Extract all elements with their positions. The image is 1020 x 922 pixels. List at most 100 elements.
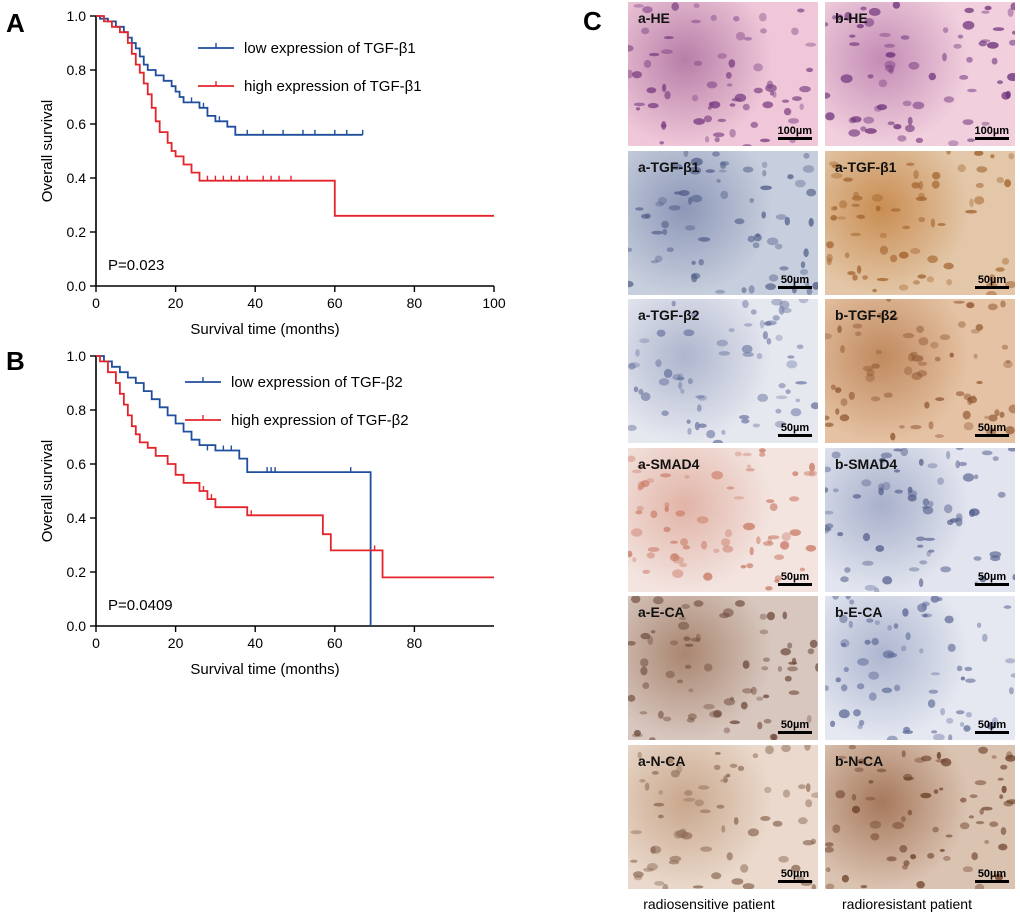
scale-bar: 50µm (778, 274, 812, 289)
scale-bar-label: 50µm (780, 868, 810, 880)
x-tick-label: 80 (407, 635, 423, 651)
ihc-tile-label: a-TGF-β1 (638, 159, 700, 175)
y-axis-label: Overall survival (39, 100, 56, 203)
scale-bar-label: 50µm (780, 571, 810, 583)
caption-radiosensitive: radiosensitive patient (643, 896, 775, 912)
scale-bar-line (975, 880, 1009, 883)
scale-bar-line (778, 583, 812, 586)
scale-bar-line (975, 434, 1009, 437)
y-tick-label: 0.2 (67, 224, 87, 240)
scale-bar-line (975, 731, 1009, 734)
y-tick-label: 1.0 (67, 8, 87, 24)
ihc-tile: a-SMAD4 50µm (628, 448, 818, 592)
scale-bar: 50µm (975, 868, 1009, 883)
ihc-tile: a-TGF-β1 50µm (825, 151, 1015, 295)
y-tick-label: 1.0 (67, 348, 87, 364)
legend-entry: low expression of TGF-β1 (244, 40, 416, 57)
km-curve-series-2 (96, 15, 494, 217)
scale-bar: 50µm (975, 422, 1009, 437)
ihc-tile: a-TGF-β1 50µm (628, 151, 818, 295)
y-tick-label: 0.8 (67, 402, 87, 418)
scale-bar: 50µm (975, 571, 1009, 586)
scale-bar-line (778, 434, 812, 437)
tissue-texture (825, 448, 1015, 592)
x-tick-label: 0 (92, 295, 100, 311)
ihc-tile-label: a-N-CA (638, 753, 686, 769)
y-tick-label: 0.0 (67, 278, 87, 294)
y-tick-label: 0.4 (67, 510, 87, 526)
ihc-tile-label: a-TGF-β1 (835, 159, 897, 175)
legend-entry: low expression of TGF-β2 (231, 374, 403, 391)
survival-chart-a: 0.0 0.2 0.4 0.6 0.8 1.0 0 20 40 60 80 100 Survival t… (39, 8, 506, 338)
ihc-tile: b-N-CA 50µm (825, 745, 1015, 889)
tissue-texture (628, 2, 817, 146)
survival-chart-b: 0.0 0.2 0.4 0.6 0.8 1.0 0 20 40 60 80 Survival time… (39, 348, 494, 678)
ihc-tile: a-TGF-β2 50µm (628, 299, 818, 443)
scale-bar-line (975, 583, 1009, 586)
y-tick-label: 0.8 (67, 62, 87, 78)
scale-bar: 50µm (778, 719, 812, 734)
ihc-tile-label: a-TGF-β2 (638, 307, 700, 323)
scale-bar-line (974, 137, 1009, 140)
scale-bar: 50µm (778, 571, 812, 586)
scale-bar: 100µm (975, 125, 1009, 140)
tissue-texture (825, 745, 1015, 889)
ihc-tile-label: a-HE (638, 10, 670, 26)
y-axis-label: Overall survival (39, 440, 56, 543)
scale-bar-line (778, 880, 812, 883)
ihc-tile-label: a-SMAD4 (638, 456, 700, 472)
legend-entry: high expression of TGF-β2 (231, 412, 409, 429)
ihc-tile-label: b-SMAD4 (835, 456, 898, 472)
x-tick-label: 40 (247, 295, 263, 311)
ihc-tile-label: b-TGF-β2 (835, 307, 898, 323)
km-curve-series-1 (96, 15, 363, 136)
tissue-texture (630, 745, 818, 889)
tissue-texture (825, 2, 1015, 146)
scale-bar: 100µm (778, 125, 812, 140)
ihc-tile: a-E-CA 50µm (628, 596, 818, 740)
x-tick-label: 20 (168, 295, 184, 311)
scale-bar-line (778, 286, 812, 289)
scale-bar-label: 50µm (780, 719, 810, 731)
scale-bar-label: 50µm (780, 422, 810, 434)
x-axis-label: Survival time (months) (190, 321, 339, 338)
ihc-tile-label: a-E-CA (638, 604, 685, 620)
y-tick-label: 0.6 (67, 456, 87, 472)
ihc-tile: b-HE 100µm (825, 2, 1015, 146)
ihc-tile-label: b-N-CA (835, 753, 884, 769)
x-tick-label: 80 (407, 295, 423, 311)
p-value-annotation: P=0.0409 (108, 597, 173, 614)
scale-bar-label: 50µm (977, 868, 1007, 880)
ihc-tile: b-SMAD4 50µm (825, 448, 1015, 592)
km-curve-series-1 (96, 355, 372, 626)
ihc-tile-label: b-E-CA (835, 604, 883, 620)
p-value-annotation: P=0.023 (108, 257, 164, 274)
panel-letter-c: C (583, 6, 602, 36)
x-axis-label: Survival time (months) (190, 661, 339, 678)
x-tick-label: 20 (168, 635, 184, 651)
scale-bar-line (777, 137, 812, 140)
scale-bar: 50µm (778, 868, 812, 883)
y-tick-label: 0.0 (67, 618, 87, 634)
caption-radioresistant: radioresistant patient (842, 896, 972, 912)
scale-bar-label: 50µm (977, 274, 1007, 286)
x-tick-label: 60 (327, 635, 343, 651)
scale-bar: 50µm (975, 274, 1009, 289)
scale-bar-label: 50µm (977, 719, 1007, 731)
scale-bar-label: 100µm (777, 125, 812, 137)
tissue-texture (825, 596, 1015, 740)
tissue-texture (628, 299, 818, 443)
scale-bar-label: 100µm (974, 125, 1009, 137)
scale-bar-label: 50µm (977, 422, 1007, 434)
tissue-texture (628, 596, 818, 740)
ihc-tile: a-N-CA 50µm (628, 745, 818, 889)
panel-letter-b: B (6, 346, 25, 376)
tissue-texture (825, 299, 1015, 441)
y-tick-label: 0.4 (67, 170, 87, 186)
ihc-tile: b-TGF-β2 50µm (825, 299, 1015, 443)
scale-bar-label: 50µm (977, 571, 1007, 583)
y-tick-label: 0.6 (67, 116, 87, 132)
scale-bar: 50µm (778, 422, 812, 437)
y-tick-label: 0.2 (67, 564, 87, 580)
scale-bar-label: 50µm (780, 274, 810, 286)
